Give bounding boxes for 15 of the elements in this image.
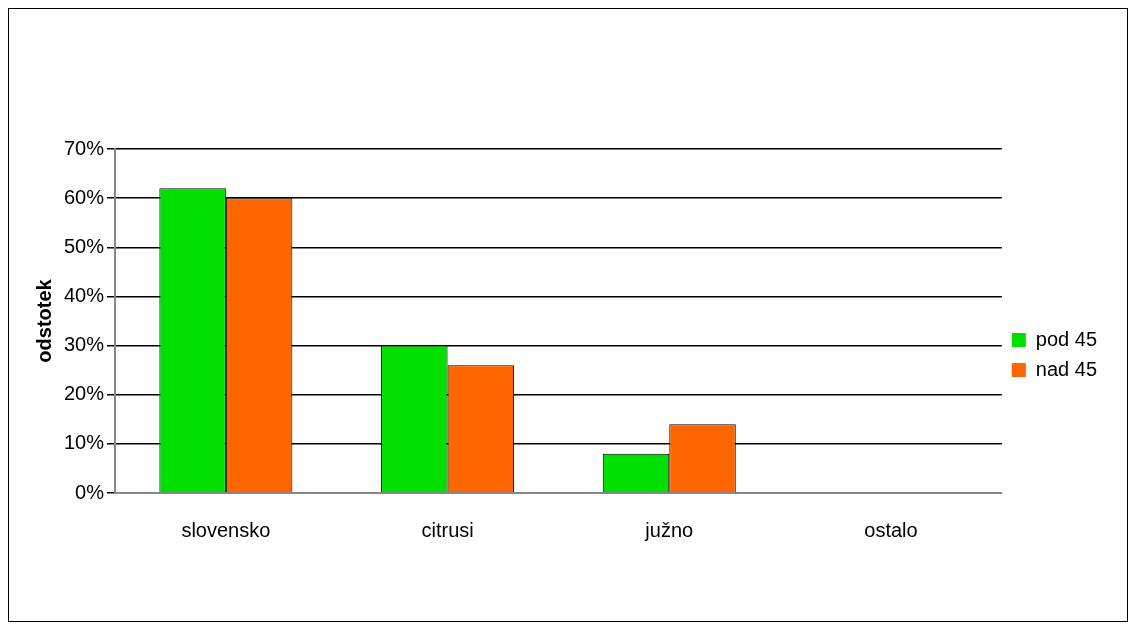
y-tick-label: 40% (64, 283, 105, 306)
y-tick-label: 30% (64, 333, 105, 356)
y-tick-label: 50% (64, 234, 105, 257)
y-tick-label: 60% (64, 185, 105, 208)
y-tick-label: 10% (64, 431, 105, 454)
y-axis-title: odstotek (32, 278, 55, 363)
x-tick-label: ostalo (864, 518, 918, 541)
x-tick-label: južno (644, 518, 694, 541)
legend-label: pod 45 (1035, 327, 1097, 350)
x-tick-label: citrusi (421, 518, 474, 541)
y-tick-label: 70% (64, 136, 105, 159)
legend-label: nad 45 (1035, 357, 1097, 380)
y-tick-label: 0% (75, 480, 105, 503)
x-tick-label: slovensko (181, 518, 271, 541)
y-tick-label: 20% (64, 382, 105, 405)
